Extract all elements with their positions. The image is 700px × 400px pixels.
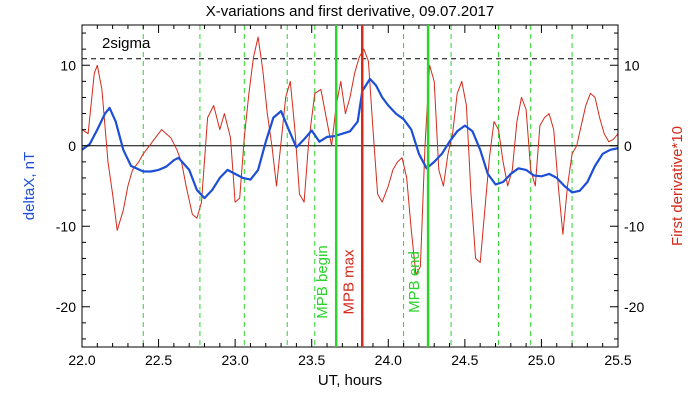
y-tick-label-right: -10 — [624, 218, 644, 234]
marker-label-mpb-begin: MPB begin — [314, 245, 331, 318]
x-tick-label: 25.5 — [604, 352, 631, 368]
chart-title: X-variations and first derivative, 09.07… — [206, 3, 495, 20]
x-tick-label: 24.5 — [451, 352, 478, 368]
x-tick-label: 22.5 — [145, 352, 172, 368]
x-axis-label: UT, hours — [318, 372, 382, 389]
x-tick-label: 23.5 — [298, 352, 325, 368]
y-tick-label-left: 10 — [60, 57, 76, 73]
y-tick-label-left: 0 — [68, 138, 76, 154]
y-axis-label-right: First derivative*10 — [669, 126, 686, 246]
sigma-label: 2sigma — [102, 35, 151, 52]
series-line-deltax — [82, 77, 618, 200]
y-tick-label-right: 10 — [624, 57, 640, 73]
x-tick-label: 25.0 — [528, 352, 555, 368]
plot-frame — [81, 24, 619, 348]
y-tick-label-left: -20 — [56, 299, 76, 315]
marker-label-mpb-max: MPB max — [340, 249, 357, 315]
y-axis-label-left: deltaX, nT — [21, 152, 38, 220]
x-tick-label: 22.0 — [68, 352, 95, 368]
y-tick-label-right: -20 — [624, 299, 644, 315]
x-tick-label: 23.0 — [222, 352, 249, 368]
marker-label-mpb-end: MPB end — [406, 251, 423, 313]
x-tick-label: 24.0 — [375, 352, 402, 368]
series-line-derivative — [82, 36, 618, 276]
y-tick-label-left: -10 — [56, 218, 76, 234]
y-tick-label-right: 0 — [624, 138, 632, 154]
